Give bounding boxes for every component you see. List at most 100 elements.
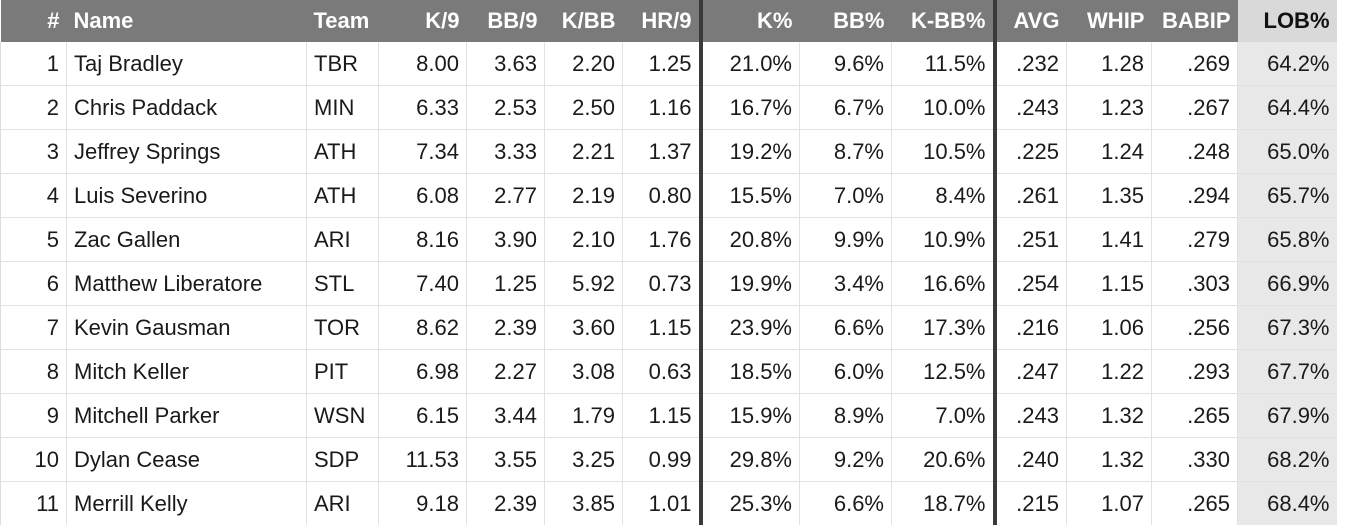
col-header-hr9[interactable]: HR/9 (623, 0, 701, 42)
cell-rank: 1 (1, 42, 67, 86)
col-header-lob-pct[interactable]: LOB% (1238, 0, 1337, 42)
cell-k9: 6.08 (379, 174, 467, 218)
cell-avg: .251 (995, 218, 1067, 262)
cell-avg: .243 (995, 394, 1067, 438)
cell-avg: .240 (995, 438, 1067, 482)
cell-lob-pct: 65.7% (1238, 174, 1337, 218)
cell-k-bb-pct: 20.6% (892, 438, 995, 482)
col-header-name[interactable]: Name (67, 0, 307, 42)
col-header-bb9[interactable]: BB/9 (467, 0, 545, 42)
table-row: 11 Merrill Kelly ARI 9.18 2.39 3.85 1.01 25.3% 6… (1, 482, 1337, 526)
cell-bb-pct: 6.0% (800, 350, 892, 394)
cell-k-pct: 19.9% (701, 262, 800, 306)
cell-bb9: 2.53 (467, 86, 545, 130)
col-header-rank[interactable]: # (1, 0, 67, 42)
cell-name[interactable]: Luis Severino (67, 174, 307, 218)
col-header-avg[interactable]: AVG (995, 0, 1067, 42)
cell-k-bb-pct: 17.3% (892, 306, 995, 350)
cell-bb9: 3.44 (467, 394, 545, 438)
cell-avg: .247 (995, 350, 1067, 394)
cell-k-pct: 29.8% (701, 438, 800, 482)
cell-team: MIN (307, 86, 379, 130)
cell-name[interactable]: Jeffrey Springs (67, 130, 307, 174)
cell-name[interactable]: Matthew Liberatore (67, 262, 307, 306)
col-header-kbb[interactable]: K/BB (545, 0, 623, 42)
pitching-stats-table: # Name Team K/9 BB/9 K/BB HR/9 K% BB% K-… (0, 0, 1337, 525)
cell-k-bb-pct: 16.6% (892, 262, 995, 306)
cell-k-bb-pct: 10.9% (892, 218, 995, 262)
cell-whip: 1.32 (1067, 394, 1152, 438)
cell-k-bb-pct: 8.4% (892, 174, 995, 218)
cell-bb-pct: 8.9% (800, 394, 892, 438)
cell-avg: .232 (995, 42, 1067, 86)
cell-bb-pct: 6.6% (800, 306, 892, 350)
cell-avg: .215 (995, 482, 1067, 526)
table-row: 1 Taj Bradley TBR 8.00 3.63 2.20 1.25 21.0% 9.6%… (1, 42, 1337, 86)
cell-team: ATH (307, 130, 379, 174)
cell-hr9: 1.25 (623, 42, 701, 86)
col-header-bb-pct[interactable]: BB% (800, 0, 892, 42)
cell-babip: .279 (1152, 218, 1238, 262)
cell-k-pct: 20.8% (701, 218, 800, 262)
cell-lob-pct: 67.7% (1238, 350, 1337, 394)
cell-k-pct: 15.9% (701, 394, 800, 438)
cell-babip: .248 (1152, 130, 1238, 174)
cell-name[interactable]: Taj Bradley (67, 42, 307, 86)
cell-name[interactable]: Mitch Keller (67, 350, 307, 394)
cell-team: PIT (307, 350, 379, 394)
cell-kbb: 3.60 (545, 306, 623, 350)
cell-avg: .216 (995, 306, 1067, 350)
cell-name[interactable]: Dylan Cease (67, 438, 307, 482)
col-header-babip[interactable]: BABIP (1152, 0, 1238, 42)
table-row: 7 Kevin Gausman TOR 8.62 2.39 3.60 1.15 23.9% 6.… (1, 306, 1337, 350)
cell-hr9: 1.76 (623, 218, 701, 262)
cell-team: WSN (307, 394, 379, 438)
cell-rank: 9 (1, 394, 67, 438)
col-header-k-pct[interactable]: K% (701, 0, 800, 42)
cell-k9: 8.00 (379, 42, 467, 86)
cell-name[interactable]: Merrill Kelly (67, 482, 307, 526)
col-header-whip[interactable]: WHIP (1067, 0, 1152, 42)
cell-k-pct: 21.0% (701, 42, 800, 86)
table-row: 9 Mitchell Parker WSN 6.15 3.44 1.79 1.15 15.9%… (1, 394, 1337, 438)
cell-babip: .267 (1152, 86, 1238, 130)
cell-kbb: 3.85 (545, 482, 623, 526)
cell-k-pct: 23.9% (701, 306, 800, 350)
cell-babip: .256 (1152, 306, 1238, 350)
cell-rank: 10 (1, 438, 67, 482)
cell-lob-pct: 65.8% (1238, 218, 1337, 262)
cell-hr9: 1.01 (623, 482, 701, 526)
cell-k-pct: 25.3% (701, 482, 800, 526)
cell-rank: 2 (1, 86, 67, 130)
cell-whip: 1.22 (1067, 350, 1152, 394)
cell-kbb: 5.92 (545, 262, 623, 306)
col-header-team[interactable]: Team (307, 0, 379, 42)
cell-team: STL (307, 262, 379, 306)
col-header-k-bb-pct[interactable]: K-BB% (892, 0, 995, 42)
cell-k-bb-pct: 18.7% (892, 482, 995, 526)
cell-name[interactable]: Zac Gallen (67, 218, 307, 262)
cell-babip: .330 (1152, 438, 1238, 482)
cell-kbb: 2.50 (545, 86, 623, 130)
cell-k9: 8.16 (379, 218, 467, 262)
cell-k9: 6.15 (379, 394, 467, 438)
col-header-k9[interactable]: K/9 (379, 0, 467, 42)
cell-name[interactable]: Chris Paddack (67, 86, 307, 130)
cell-rank: 11 (1, 482, 67, 526)
cell-babip: .294 (1152, 174, 1238, 218)
table-row: 3 Jeffrey Springs ATH 7.34 3.33 2.21 1.37 19.2%… (1, 130, 1337, 174)
cell-kbb: 2.21 (545, 130, 623, 174)
cell-kbb: 2.20 (545, 42, 623, 86)
table-row: 6 Matthew Liberatore STL 7.40 1.25 5.92 0.73 19… (1, 262, 1337, 306)
cell-bb9: 2.77 (467, 174, 545, 218)
cell-rank: 7 (1, 306, 67, 350)
cell-babip: .303 (1152, 262, 1238, 306)
cell-whip: 1.06 (1067, 306, 1152, 350)
cell-name[interactable]: Kevin Gausman (67, 306, 307, 350)
cell-babip: .269 (1152, 42, 1238, 86)
cell-bb9: 3.63 (467, 42, 545, 86)
table-row: 5 Zac Gallen ARI 8.16 3.90 2.10 1.76 20.8% 9.9% 1… (1, 218, 1337, 262)
cell-hr9: 0.99 (623, 438, 701, 482)
cell-bb9: 1.25 (467, 262, 545, 306)
cell-name[interactable]: Mitchell Parker (67, 394, 307, 438)
